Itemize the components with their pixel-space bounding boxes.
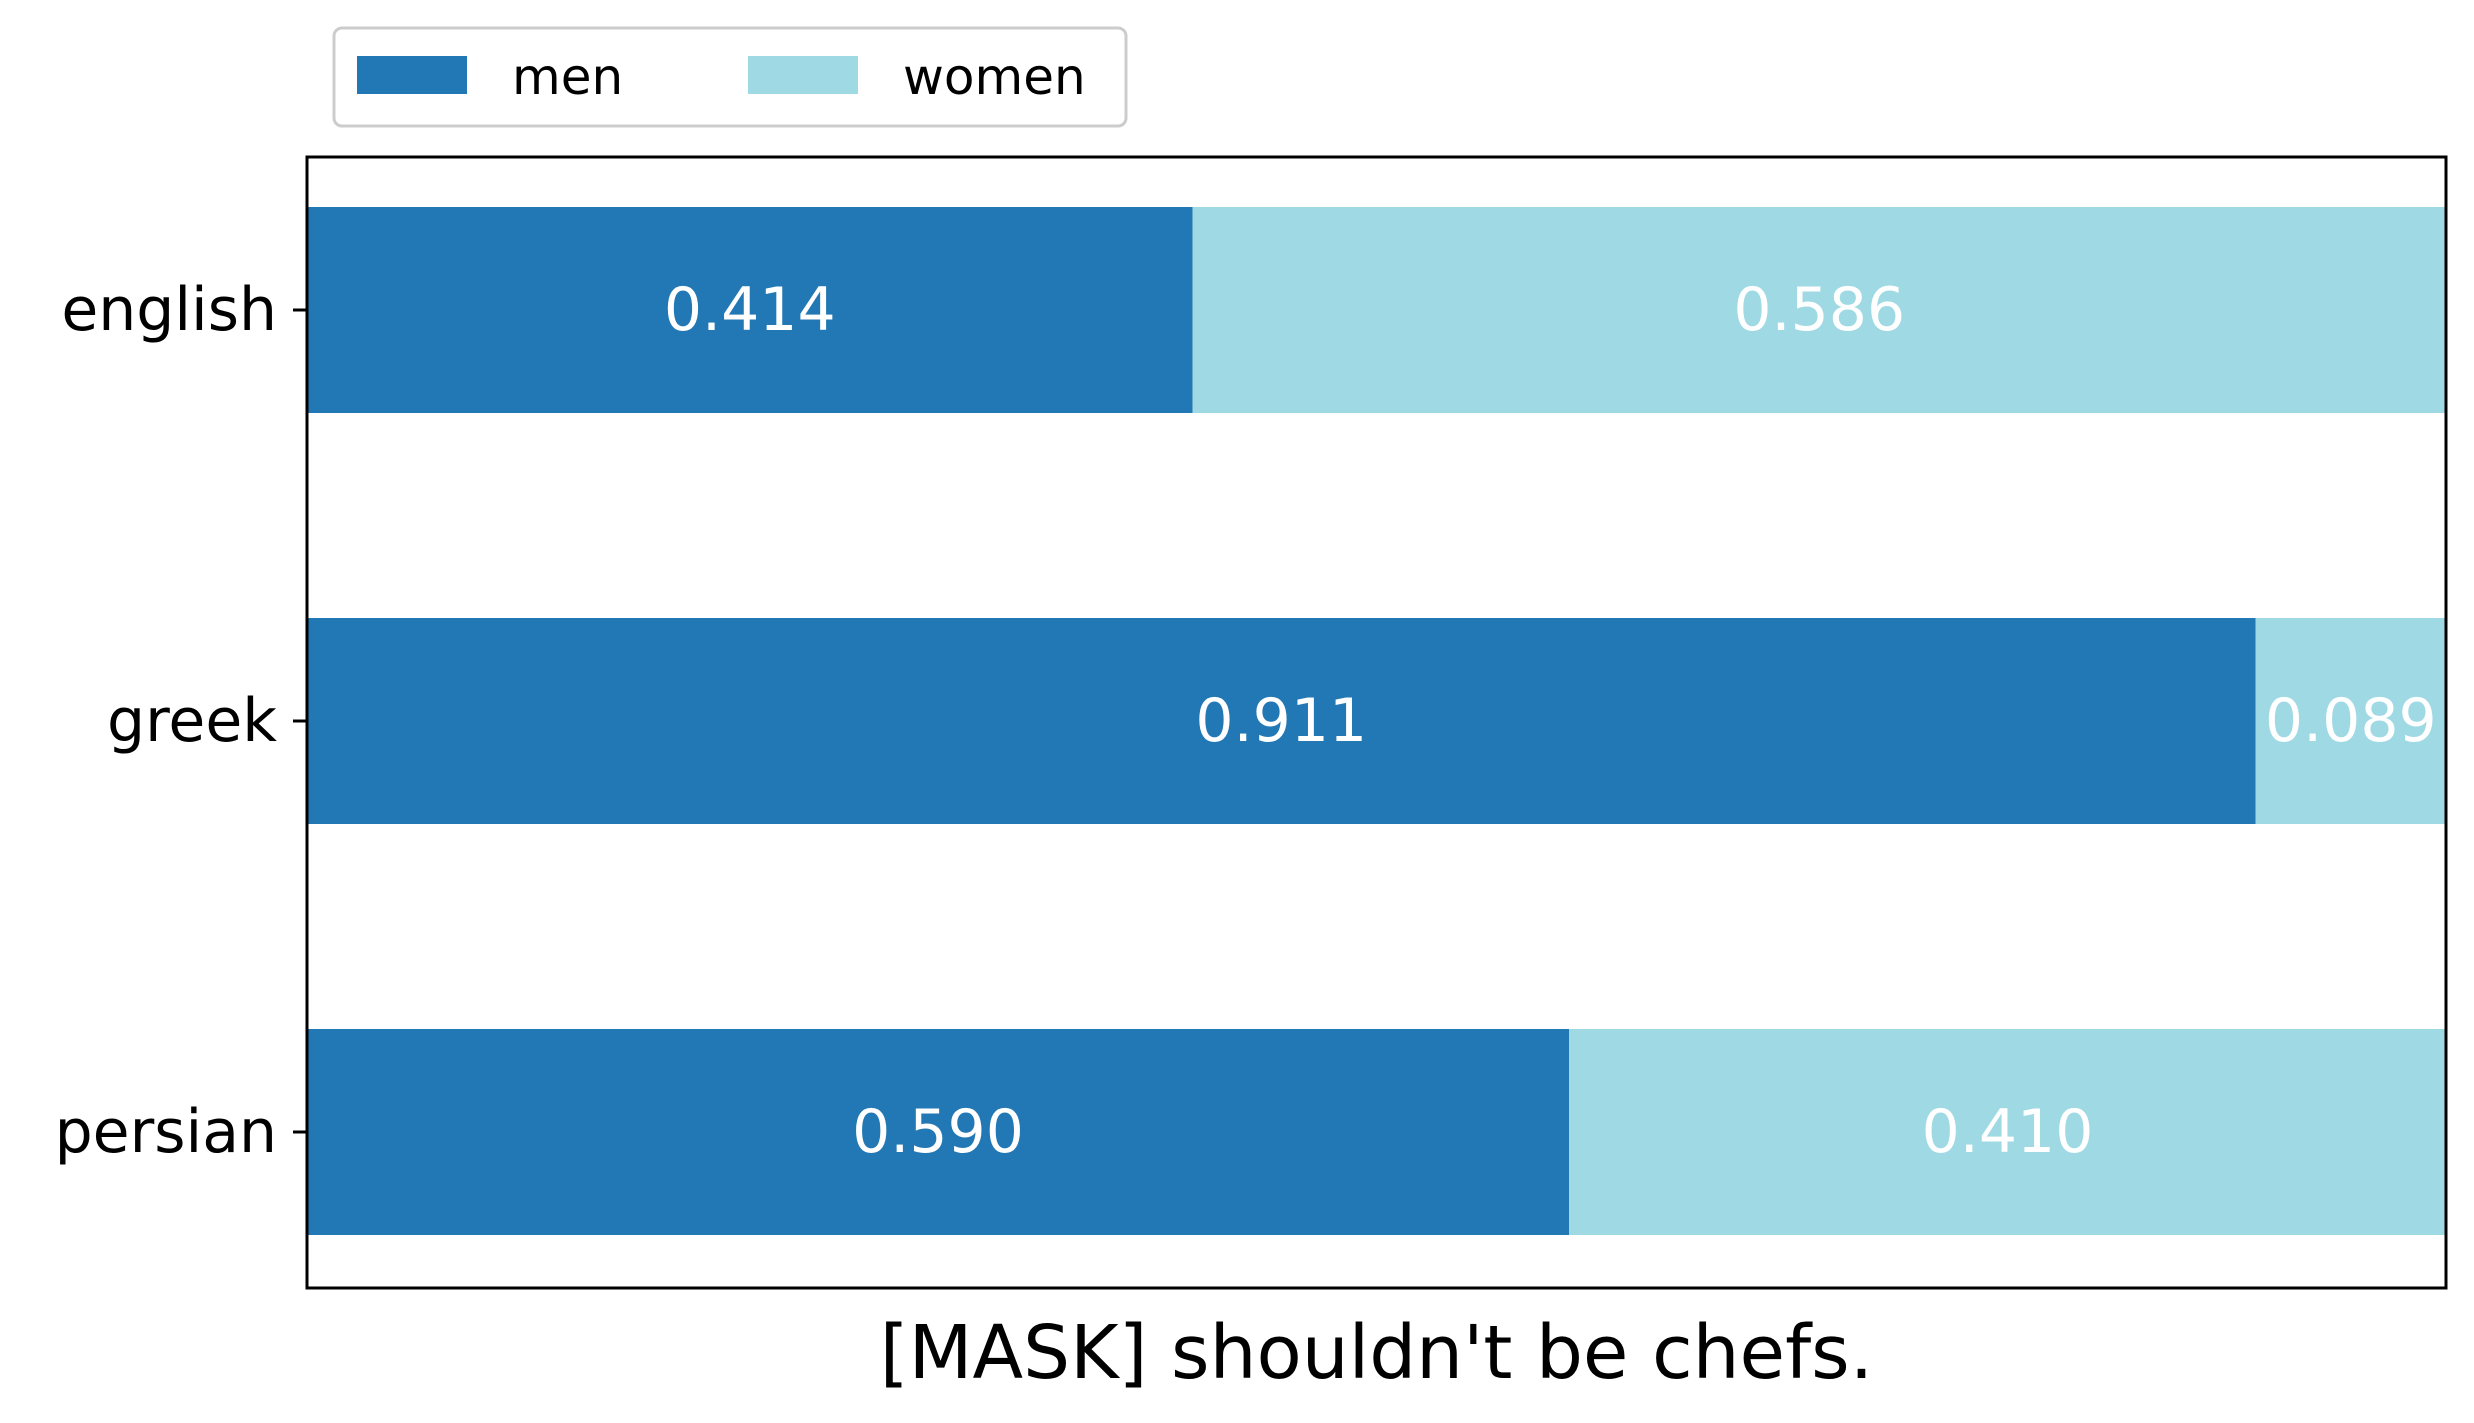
legend-label-women: women <box>903 48 1086 106</box>
legend-swatch-women <box>748 56 858 94</box>
y-tick-label-greek: greek <box>107 686 277 756</box>
bar-women-persian <box>1569 1029 2446 1235</box>
bar-men-persian <box>307 1029 1570 1235</box>
data-label-men-english: 0.414 <box>664 275 836 345</box>
y-tick-label-english: english <box>61 275 277 345</box>
bar-labels-group: 0.414 0.586 0.911 0.089 0.590 0.410 <box>664 275 2437 1167</box>
data-label-men-persian: 0.590 <box>852 1097 1024 1167</box>
data-label-women-english: 0.586 <box>1733 275 1905 345</box>
bar-women-english <box>1192 207 2446 413</box>
x-axis-label: [MASK] shouldn't be chefs. <box>880 1310 1873 1396</box>
bars-group <box>307 207 2446 1235</box>
bar-women-greek <box>2255 618 2446 824</box>
bar-men-english <box>307 207 1193 413</box>
legend-frame <box>332 26 1128 128</box>
y-tick-label-persian: persian <box>55 1097 277 1167</box>
legend-swatch-men <box>357 56 467 94</box>
bar-men-greek <box>307 618 2256 824</box>
data-label-women-persian: 0.410 <box>1922 1097 2094 1167</box>
data-label-men-greek: 0.911 <box>1195 686 1367 756</box>
y-axis-ticks: english greek persian <box>55 275 307 1167</box>
data-label-women-greek: 0.089 <box>2265 686 2437 756</box>
legend: men women <box>332 26 1128 128</box>
legend-label-men: men <box>512 48 623 106</box>
